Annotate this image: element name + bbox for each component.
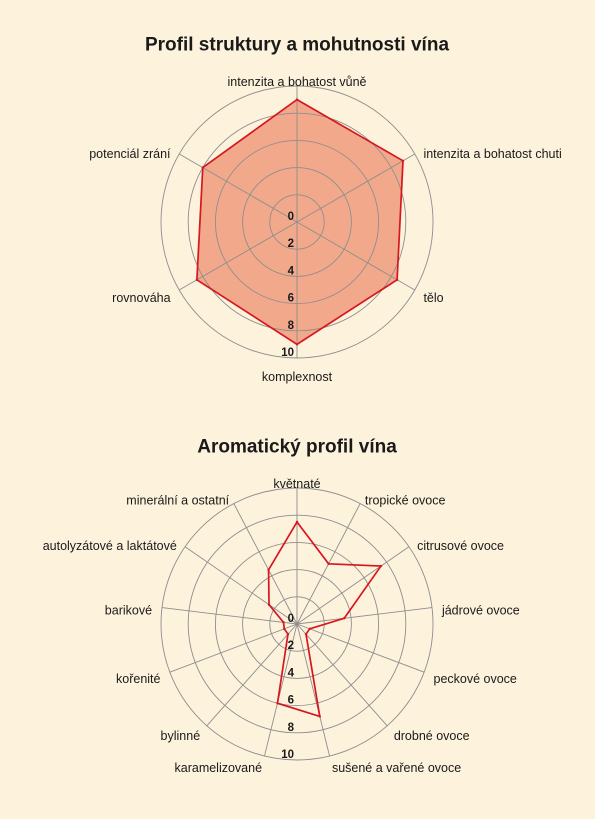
- axis-spoke: [296, 221, 416, 291]
- axis-spoke: [169, 623, 298, 673]
- data-point: [295, 520, 299, 524]
- tick-label: 0: [288, 613, 294, 625]
- tick-label: 10: [281, 347, 294, 359]
- axis-label: intenzita a bohatost vůně: [228, 75, 367, 89]
- series-points: [195, 98, 405, 346]
- tick-label: 2: [288, 640, 294, 652]
- axis-label: barikové: [105, 604, 152, 618]
- tick-label: 0: [288, 211, 294, 223]
- data-point: [379, 564, 383, 568]
- data-point: [267, 603, 271, 606]
- axis-spoke: [296, 623, 425, 673]
- aroma-chart-title: Aromatický profil vína: [197, 437, 397, 458]
- axis-label: bylinné: [161, 729, 201, 743]
- axis-spokes: [178, 86, 416, 358]
- tick-label: 8: [288, 722, 295, 734]
- axis-label: rovnováha: [112, 291, 170, 305]
- axis-spoke: [296, 607, 433, 625]
- data-point: [267, 568, 270, 572]
- axis-label: květnaté: [273, 477, 320, 491]
- data-point: [343, 617, 346, 620]
- axis-spoke: [206, 623, 298, 727]
- axis-label: intenzita a bohatost chuti: [423, 147, 561, 161]
- axis-spoke: [161, 607, 298, 625]
- axis-label: autolyzátové a laktátové: [43, 539, 177, 553]
- tick-labels: 0 2 4 6 8 10: [281, 613, 294, 761]
- data-point: [304, 632, 308, 636]
- axis-label: komplexnost: [262, 370, 333, 384]
- axis-spoke: [233, 503, 298, 625]
- structure-chart-title: Profil struktury a mohutnosti vína: [145, 35, 449, 56]
- tick-label: 6: [288, 695, 294, 707]
- axis-label: minerální a ostatní: [126, 493, 229, 507]
- data-point: [283, 627, 286, 631]
- axis-label: karamelizované: [175, 761, 263, 775]
- series-line: [267, 520, 383, 718]
- axis-label: drobné ovoce: [394, 729, 470, 743]
- aroma-radar-chart: Aromatický profil vína květnaté tropické …: [43, 437, 520, 775]
- axis-labels: květnaté tropické ovoce citrusové ovoce jád…: [43, 477, 520, 775]
- structure-radar-chart: Profil struktury a mohutnosti vína inten…: [89, 35, 561, 385]
- axis-label: tropické ovoce: [365, 493, 446, 507]
- data-point: [201, 166, 204, 169]
- data-point: [286, 632, 290, 636]
- data-point: [282, 621, 285, 624]
- data-point: [327, 562, 330, 565]
- axis-label: jádrové ovoce: [441, 604, 520, 618]
- data-point: [195, 278, 199, 281]
- axis-spoke: [178, 153, 298, 223]
- data-point: [318, 715, 321, 718]
- data-point: [295, 343, 299, 346]
- tick-label: 2: [288, 238, 294, 250]
- axis-spokes: [161, 488, 433, 757]
- axis-label: kořenité: [116, 672, 161, 686]
- data-point: [276, 702, 279, 705]
- tick-label: 6: [288, 293, 294, 305]
- axis-spoke: [264, 623, 298, 757]
- axis-label: sušené a vařené ovoce: [332, 761, 461, 775]
- series-points: [267, 520, 383, 718]
- axis-label: citrusové ovoce: [417, 539, 504, 553]
- axis-spoke: [296, 546, 410, 625]
- tick-label: 10: [281, 749, 294, 761]
- data-point: [395, 278, 399, 281]
- tick-label: 4: [288, 667, 295, 679]
- axis-label: potenciál zrání: [89, 147, 171, 161]
- series-area: [196, 99, 403, 345]
- axis-spoke: [178, 221, 298, 291]
- axis-label: tělo: [423, 291, 443, 305]
- data-point: [295, 98, 299, 101]
- data-point: [308, 627, 311, 631]
- tick-label: 4: [288, 265, 295, 277]
- axis-spoke: [296, 623, 388, 727]
- axis-labels: intenzita a bohatost vůně intenzita a boh…: [89, 75, 561, 384]
- axis-spoke: [296, 623, 330, 757]
- axis-spoke: [296, 153, 416, 223]
- axis-spoke: [184, 546, 298, 625]
- data-point: [401, 159, 405, 162]
- axis-label: peckové ovoce: [434, 672, 517, 686]
- tick-labels: 0 2 4 6 8 10: [281, 211, 294, 359]
- tick-label: 8: [288, 320, 295, 332]
